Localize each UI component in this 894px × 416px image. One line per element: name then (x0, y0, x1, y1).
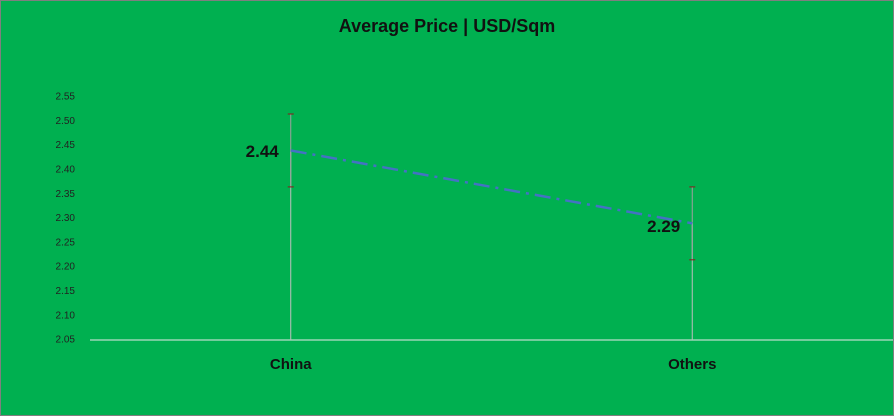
y-tick-label: 2.20 (56, 262, 76, 273)
y-tick-label: 2.25 (56, 237, 76, 248)
data-label: 2.44 (246, 142, 280, 161)
y-tick-label: 2.15 (56, 286, 76, 297)
x-tick-label: Others (668, 356, 716, 373)
y-tick-label: 2.30 (56, 213, 76, 224)
y-tick-label: 2.40 (56, 165, 76, 176)
y-tick-label: 2.55 (56, 92, 76, 103)
y-tick-label: 2.45 (56, 140, 76, 151)
data-label: 2.29 (647, 217, 680, 236)
y-tick-label: 2.50 (56, 116, 76, 127)
chart-title: Average Price | USD/Sqm (339, 16, 555, 36)
y-tick-label: 2.10 (56, 310, 76, 321)
y-tick-label: 2.05 (56, 335, 76, 346)
y-tick-label: 2.35 (56, 189, 76, 200)
x-tick-label: China (270, 356, 312, 373)
line (290, 149, 693, 225)
